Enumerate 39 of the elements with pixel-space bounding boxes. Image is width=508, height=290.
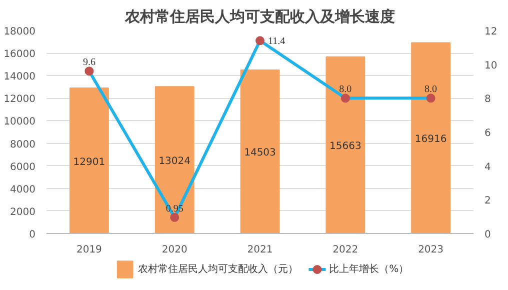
- y-tick-label: 6000: [10, 162, 36, 173]
- legend-label: 农村常住居民人均可支配收入（元）: [138, 263, 298, 275]
- y2-tick-label: 4: [484, 162, 491, 173]
- bar: [411, 42, 451, 234]
- x-tick-label: 2023: [418, 244, 444, 256]
- y-tick-label: 16000: [4, 49, 36, 60]
- data-label: 14503: [244, 148, 276, 159]
- data-label: 12901: [73, 156, 106, 168]
- y-tick-label: 12000: [4, 94, 36, 106]
- y-tick-label: 0: [29, 230, 36, 240]
- y-tick-label: 8000: [10, 139, 36, 150]
- data-label: 16916: [414, 134, 447, 146]
- y2-tick-label: 2: [484, 196, 491, 207]
- y2-tick-label: 12: [484, 26, 498, 38]
- data-label: 9.6: [82, 57, 96, 68]
- bar: [326, 56, 366, 234]
- data-label: 8.0: [424, 84, 438, 96]
- data-label: 8.0: [339, 84, 352, 96]
- y2-tick-label: 6: [484, 128, 491, 139]
- legend-label: 比上年增长（%）: [329, 263, 409, 275]
- y-tick-label: 18000: [4, 26, 36, 38]
- data-label: 13024: [158, 156, 191, 168]
- y-tick-label: 2000: [10, 206, 36, 218]
- x-tick-label: 2022: [332, 244, 358, 256]
- y-tick-label: 4000: [10, 184, 36, 196]
- x-tick-label: 2021: [247, 244, 273, 256]
- data-label: 15663: [329, 141, 362, 152]
- y2-tick-label: 10: [484, 60, 498, 72]
- y2-tick-label: 8: [484, 94, 491, 106]
- y-tick-label: 14000: [4, 72, 36, 83]
- y-tick-label: 10000: [4, 116, 36, 128]
- y2-tick-label: 0: [484, 230, 491, 240]
- chart-title: 农村常住居民人均可支配收入及增长速度: [124, 8, 395, 26]
- bar: [240, 69, 280, 234]
- x-tick-label: 2020: [162, 244, 188, 256]
- x-tick-label: 2019: [76, 244, 102, 256]
- bar: [69, 88, 109, 234]
- data-label: 11.4: [268, 36, 286, 48]
- bar: [154, 86, 194, 234]
